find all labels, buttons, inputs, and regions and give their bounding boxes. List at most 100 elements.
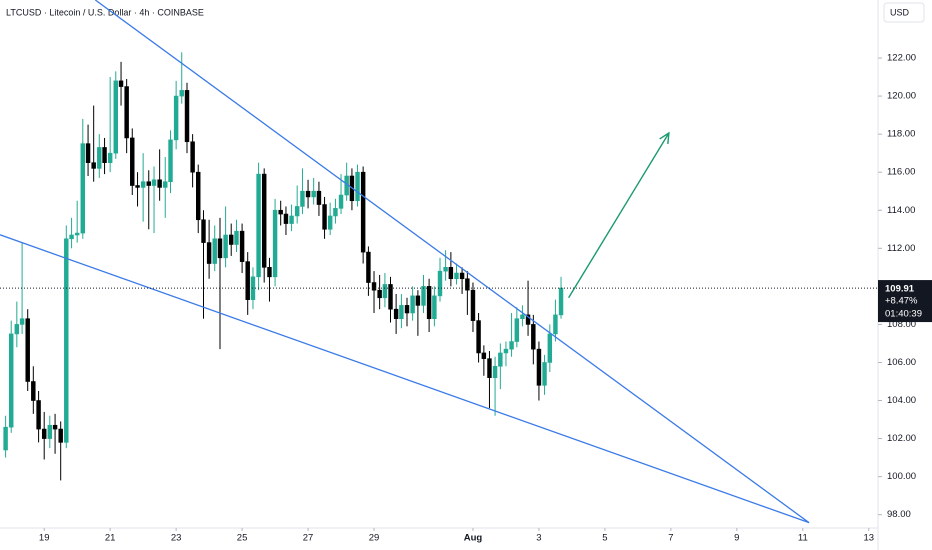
candle-body (393, 308, 399, 320)
arrow-head (659, 131, 670, 145)
trendline (0, 234, 810, 524)
y-tick-label: 114.00 (887, 205, 915, 216)
x-tick-label: 9 (734, 533, 739, 544)
candle-body (118, 80, 124, 87)
candle-body (542, 362, 547, 386)
y-tick-label: 106.00 (887, 357, 916, 368)
candle-body (492, 365, 498, 378)
candle-body (196, 171, 201, 221)
candle-body (140, 181, 146, 188)
candle-body (388, 284, 393, 310)
candle-body (487, 358, 492, 378)
x-tick-label: 3 (536, 533, 541, 544)
candle-body (234, 230, 239, 245)
candle-body (333, 208, 338, 217)
x-tick-label: 11 (798, 533, 808, 544)
candle-body (514, 318, 520, 342)
candle-body (256, 173, 261, 278)
candle-body (102, 147, 107, 163)
candle-body (360, 171, 366, 253)
candle-body (135, 185, 140, 188)
candle-body (316, 190, 322, 205)
candle-body (190, 141, 195, 173)
y-tick-label: 118.00 (887, 129, 915, 140)
y-tick-label: 100.00 (887, 471, 916, 482)
candle-body (547, 333, 553, 363)
candle-body (212, 238, 217, 264)
candle-body (399, 305, 404, 320)
candle-body (3, 426, 8, 451)
countdown: 01:40:39 (885, 309, 922, 320)
candle-body (531, 324, 536, 350)
candle-body (509, 341, 514, 350)
candle-body (31, 381, 36, 401)
candle-body (85, 143, 91, 163)
candle-body (157, 179, 162, 188)
candle-body (503, 348, 509, 354)
candle-body (294, 206, 300, 217)
candle-body (432, 295, 437, 320)
candle-body (289, 215, 294, 224)
candle-body (481, 352, 487, 359)
x-tick-label: 13 (863, 533, 874, 544)
candle-body (173, 95, 179, 141)
x-tick-label: 23 (171, 533, 182, 544)
candle-body (107, 152, 113, 163)
candle-body (371, 282, 377, 291)
candle-body (476, 320, 481, 354)
candle-body (69, 234, 74, 240)
candle-body (239, 230, 245, 262)
candle-body (19, 318, 25, 325)
currency: USD (890, 7, 910, 17)
candle-body (8, 333, 14, 428)
candle-body (223, 234, 228, 259)
candle-body (536, 348, 542, 386)
x-tick-label: Aug (464, 533, 483, 544)
x-tick-label: 27 (303, 533, 314, 544)
candle-body (283, 213, 289, 224)
candle-body (97, 147, 102, 169)
candle-body (377, 289, 382, 299)
x-tick-label: 19 (39, 533, 50, 544)
candle-body (146, 181, 151, 186)
candle-body (179, 90, 184, 97)
candle-body (426, 286, 432, 320)
candle-body (410, 295, 415, 314)
candle-body (498, 352, 503, 367)
last-price-box (878, 280, 932, 323)
candle-body (459, 272, 465, 280)
candle-body (261, 173, 267, 268)
candle-body (355, 171, 360, 202)
y-tick-label: 122.00 (887, 53, 916, 64)
candle-body (448, 267, 454, 280)
candle-body (151, 179, 157, 186)
y-tick-label: 108.00 (887, 319, 916, 330)
candle-body (25, 318, 30, 382)
plot (0, 0, 810, 524)
candle-body (163, 181, 168, 188)
y-tick-label: 112.00 (887, 243, 915, 254)
candle-body (322, 204, 327, 230)
candle-body (470, 289, 476, 321)
candle-body (382, 284, 388, 299)
y-tick-label: 104.00 (887, 395, 916, 406)
trendline (94, 0, 810, 524)
candle-body (47, 424, 53, 439)
candle-body (217, 238, 223, 259)
currency-box (883, 2, 925, 23)
x-tick-label: 7 (668, 533, 673, 544)
candle-body (300, 190, 305, 207)
candle-body (278, 209, 283, 215)
candle-body (80, 143, 86, 234)
candle-body (443, 267, 448, 272)
candle-body (124, 86, 129, 139)
candle-body (338, 194, 344, 209)
x-tick-label: 29 (369, 533, 380, 544)
x-tick-label: 21 (105, 533, 116, 544)
candle-body (311, 190, 316, 198)
y-tick-label: 98.00 (887, 509, 911, 520)
candle-body (201, 219, 206, 243)
candle-body (245, 261, 250, 300)
